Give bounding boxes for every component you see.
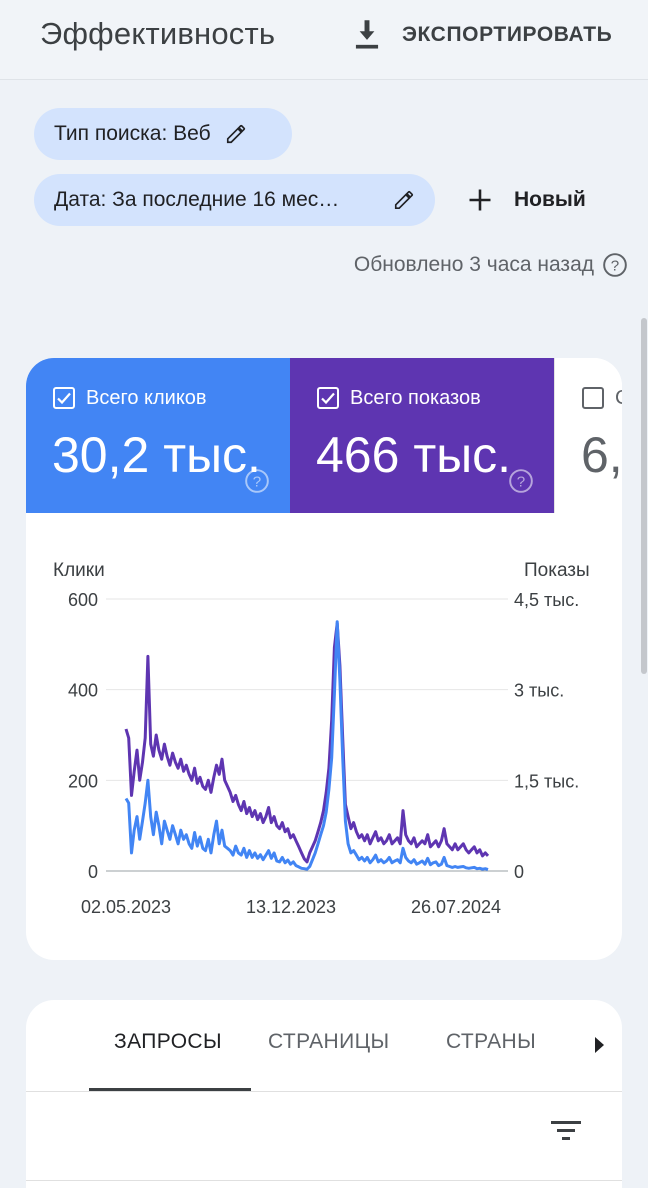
edit-pencil-icon bbox=[226, 124, 245, 144]
total-clicks-label: Всего кликов bbox=[86, 386, 207, 409]
performance-chart: 600 4,5 тыс. 400 3 тыс. 200 1,5 тыс. 0 0 02.05.2… bbox=[68, 590, 579, 917]
last-updated-text: Обновлено 3 часа назад bbox=[353, 253, 594, 276]
chevron-right-icon[interactable] bbox=[592, 1036, 606, 1054]
checkbox-unchecked-icon[interactable] bbox=[581, 386, 605, 410]
help-icon[interactable]: ? bbox=[508, 468, 534, 494]
tabs-divider bbox=[26, 1091, 622, 1092]
plus-icon bbox=[469, 189, 491, 211]
edit-pencil-icon bbox=[394, 190, 414, 210]
download-icon bbox=[355, 20, 379, 49]
new-filter-label: Новый bbox=[514, 188, 586, 211]
left-tick-label: 0 bbox=[88, 862, 98, 882]
ctr-metric[interactable]: С 6, bbox=[554, 358, 622, 513]
checkbox-checked-icon[interactable] bbox=[316, 386, 340, 410]
checkbox-checked-icon[interactable] bbox=[52, 386, 76, 410]
total-impressions-metric[interactable]: Всего показов 466 тыс. ? bbox=[290, 358, 554, 513]
page-scrollbar[interactable] bbox=[641, 318, 647, 674]
svg-text:?: ? bbox=[611, 257, 619, 274]
left-tick-label: 600 bbox=[68, 590, 98, 610]
x-tick-label: 02.05.2023 bbox=[81, 897, 171, 917]
table-divider bbox=[26, 1180, 622, 1181]
left-axis-title: Клики bbox=[53, 560, 105, 581]
total-impressions-label: Всего показов bbox=[350, 386, 481, 409]
right-tick-label: 4,5 тыс. bbox=[514, 590, 579, 610]
last-updated-status: Обновлено 3 часа назад ? bbox=[354, 252, 628, 278]
tab-queries[interactable]: ЗАПРОСЫ bbox=[114, 1030, 222, 1053]
clicks-series-line bbox=[124, 620, 489, 872]
total-clicks-value: 30,2 тыс. bbox=[52, 427, 261, 483]
search-type-filter-label: Тип поиска: Веб bbox=[54, 122, 211, 145]
help-icon[interactable]: ? bbox=[244, 468, 270, 494]
new-filter-button[interactable]: Новый bbox=[466, 180, 586, 220]
x-tick-label: 26.07.2024 bbox=[411, 897, 501, 917]
active-tab-indicator bbox=[89, 1088, 251, 1092]
filter-icon[interactable] bbox=[550, 1116, 582, 1144]
performance-card: Всего кликов 30,2 тыс. ? Всего показов 4… bbox=[26, 358, 622, 960]
app-bar: Эффективность ЭКСПОРТИРОВАТЬ bbox=[0, 0, 648, 80]
help-icon[interactable]: ? bbox=[602, 252, 628, 278]
svg-text:?: ? bbox=[253, 473, 261, 490]
tab-countries[interactable]: СТРАНЫ bbox=[446, 1030, 537, 1053]
right-tick-label: 1,5 тыс. bbox=[514, 771, 579, 791]
ctr-value: 6, bbox=[581, 427, 622, 483]
total-impressions-value: 466 тыс. bbox=[316, 427, 512, 483]
svg-text:?: ? bbox=[517, 473, 525, 490]
total-clicks-metric[interactable]: Всего кликов 30,2 тыс. ? bbox=[26, 358, 290, 513]
left-tick-label: 400 bbox=[68, 681, 98, 701]
search-type-filter-chip[interactable]: Тип поиска: Веб bbox=[34, 108, 292, 160]
page-title: Эффективность bbox=[40, 16, 276, 51]
right-tick-label: 3 тыс. bbox=[514, 681, 564, 701]
tab-pages[interactable]: СТРАНИЦЫ bbox=[268, 1030, 390, 1053]
date-filter-label: Дата: За последние 16 мес… bbox=[54, 188, 340, 211]
export-button[interactable]: ЭКСПОРТИРОВАТЬ bbox=[352, 18, 612, 52]
left-tick-label: 200 bbox=[68, 771, 98, 791]
ctr-label: С bbox=[615, 387, 622, 410]
export-button-label: ЭКСПОРТИРОВАТЬ bbox=[402, 23, 613, 46]
right-axis-title: Показы bbox=[524, 560, 590, 581]
impressions-series-line bbox=[124, 621, 490, 864]
x-tick-label: 13.12.2023 bbox=[246, 897, 336, 917]
right-tick-label: 0 bbox=[514, 862, 524, 882]
dimensions-card: ЗАПРОСЫ СТРАНИЦЫ СТРАНЫ bbox=[26, 1000, 622, 1188]
date-filter-chip[interactable]: Дата: За последние 16 мес… bbox=[34, 174, 435, 226]
